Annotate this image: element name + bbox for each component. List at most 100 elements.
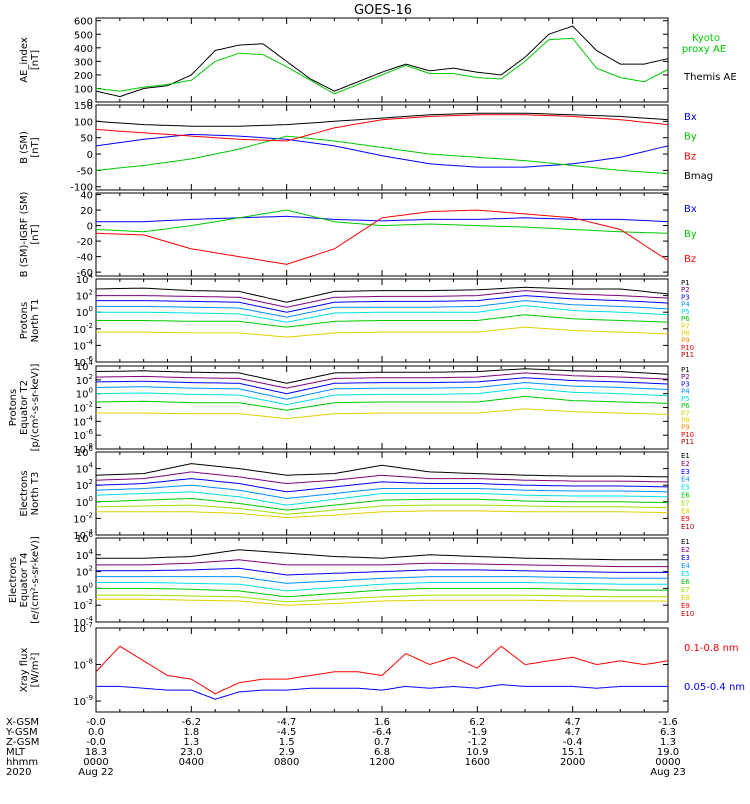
y-tick-label: 400 bbox=[74, 44, 93, 55]
series-line-p4 bbox=[96, 382, 669, 400]
legend-entry: P1 bbox=[681, 366, 690, 374]
legend-entry: P8 bbox=[681, 330, 690, 338]
legend-entry: P10 bbox=[681, 344, 694, 352]
ephemeris-row-label: 2020 bbox=[6, 767, 31, 778]
legend-entry: E9 bbox=[681, 602, 690, 610]
y-tick-label: 10-2 bbox=[73, 511, 93, 525]
series-line-p1 bbox=[95, 286, 669, 303]
y-tick-label: 100 bbox=[76, 495, 93, 509]
ephemeris-value: 1200 bbox=[369, 757, 394, 768]
legend-entry: E3 bbox=[681, 554, 690, 562]
y-tick-label: -60 bbox=[77, 268, 93, 279]
series-line-e2 bbox=[96, 559, 668, 568]
plot-title: GOES-16 bbox=[354, 3, 412, 18]
y-tick-label: -50 bbox=[77, 166, 93, 177]
ephemeris-value: 0.0 bbox=[88, 727, 104, 738]
series-line-e8 bbox=[96, 510, 669, 519]
legend-entry: P3 bbox=[681, 293, 690, 301]
y-tick-label: 100 bbox=[74, 84, 93, 95]
series-line-bx bbox=[96, 215, 669, 223]
legend-entry: P6 bbox=[681, 315, 690, 323]
panel-3: 104 102 100 10-2 10-4 10-6 Protons North T1 P1P2… bbox=[19, 272, 694, 369]
ephemeris-row-label: Y-GSM bbox=[5, 727, 38, 738]
ephemeris-value: 15.1 bbox=[562, 747, 584, 758]
series-line-e7 bbox=[96, 594, 668, 603]
legend-entry: P11 bbox=[681, 351, 694, 359]
series-line-e2 bbox=[95, 471, 669, 485]
ephemeris-value: 10.9 bbox=[466, 747, 488, 758]
panel-2: 40 20 0 -20 -40 -60 B (SM)-IGRF (SM) [nT] Bx By Bz bbox=[19, 191, 697, 280]
ephemeris-value: 6.2 bbox=[469, 717, 485, 728]
legend-entry: P1 bbox=[681, 279, 690, 287]
y-tick-label: 10-8 bbox=[73, 442, 93, 456]
series-line-e5 bbox=[95, 491, 669, 506]
y-tick-label: -40 bbox=[77, 253, 93, 264]
legend-entry: E7 bbox=[681, 586, 690, 594]
y-tick-label: 10-7 bbox=[73, 621, 93, 635]
y-tick-label: 200 bbox=[74, 71, 93, 82]
y-axis-label: Protons bbox=[8, 389, 19, 426]
y-tick-label: 104 bbox=[76, 359, 94, 373]
ephemeris-value: -4.7 bbox=[277, 717, 297, 728]
ephemeris-value: 2.9 bbox=[279, 747, 295, 758]
panel-0: 600 500 400 300 200 100 0 AE_index [nT] Kyotoprox… bbox=[19, 17, 737, 109]
y-tick-label: 150 bbox=[74, 101, 93, 112]
y-tick-label: 10-6 bbox=[73, 355, 93, 369]
y-tick-label: 10-4 bbox=[73, 414, 93, 428]
ephemeris-value: Aug 23 bbox=[650, 767, 685, 778]
y-tick-label: 106 bbox=[76, 445, 94, 459]
y-tick-label: 10-4 bbox=[73, 528, 93, 542]
ephemeris-value: 0800 bbox=[274, 757, 299, 768]
series-line-0-05-0-4-nm bbox=[96, 684, 668, 700]
panel-frame bbox=[95, 192, 669, 277]
series-line-bz bbox=[95, 114, 669, 142]
ephemeris-value: -0.0 bbox=[86, 737, 106, 748]
legend-entry: E5 bbox=[681, 570, 690, 578]
ephemeris-value: 1.5 bbox=[279, 737, 295, 748]
ephemeris-value: -1.6 bbox=[658, 717, 678, 728]
series-line-p2 bbox=[96, 290, 669, 308]
y-tick-label: 10-8 bbox=[73, 658, 93, 672]
ephemeris-value: 18.3 bbox=[85, 747, 107, 758]
legend-entry: P7 bbox=[681, 322, 690, 330]
ephemeris-value: 0000 bbox=[655, 757, 680, 768]
y-axis-label: B (SM)-IGRF (SM) bbox=[19, 192, 30, 278]
y-tick-label: 50 bbox=[80, 134, 93, 145]
series-line-p1 bbox=[95, 368, 669, 384]
ephemeris-value: 19.0 bbox=[657, 747, 679, 758]
series-line-p2 bbox=[95, 372, 669, 389]
y-tick-label: 500 bbox=[74, 30, 93, 41]
legend-entry: E4 bbox=[681, 476, 690, 484]
y-tick-label: 102 bbox=[76, 289, 93, 303]
series-line-by bbox=[95, 209, 669, 234]
legend-entry: P5 bbox=[681, 308, 690, 316]
legend-entry: E5 bbox=[681, 484, 690, 492]
legend-entry: E8 bbox=[681, 507, 690, 515]
y-axis-label: [W/m²] bbox=[30, 652, 41, 687]
y-axis-label: [nT] bbox=[30, 50, 41, 70]
legend-entry: 0.1-0.8 nm bbox=[684, 643, 739, 654]
ephemeris-value: 23.0 bbox=[180, 747, 202, 758]
series-line-e3 bbox=[95, 478, 669, 493]
legend-entry: By bbox=[684, 132, 697, 143]
series-line-0-1-0-8-nm bbox=[95, 645, 669, 695]
legend-entry: Bx bbox=[684, 204, 697, 215]
legend-entry: P8 bbox=[681, 417, 690, 425]
legend-entry: P3 bbox=[681, 380, 690, 388]
panel-1: 150 100 50 0 -50 -100 B (SM) [nT] Bx By Bz Bmag bbox=[19, 101, 713, 194]
legend-entry: P10 bbox=[681, 431, 694, 439]
ephemeris-row-label: Z-GSM bbox=[6, 737, 39, 748]
y-tick-label: 0 bbox=[87, 222, 93, 233]
y-tick-label: 10-9 bbox=[73, 694, 93, 708]
y-tick-label: 10-2 bbox=[73, 322, 93, 336]
legend-entry: P6 bbox=[681, 402, 690, 410]
legend-entry: Bmag bbox=[684, 171, 713, 182]
legend-entry: P7 bbox=[681, 409, 690, 417]
legend-entry: P9 bbox=[681, 337, 690, 345]
y-tick-label: -20 bbox=[77, 237, 93, 248]
ephemeris-value: 1600 bbox=[465, 757, 490, 768]
y-axis-label: Equator T4 bbox=[19, 553, 30, 608]
